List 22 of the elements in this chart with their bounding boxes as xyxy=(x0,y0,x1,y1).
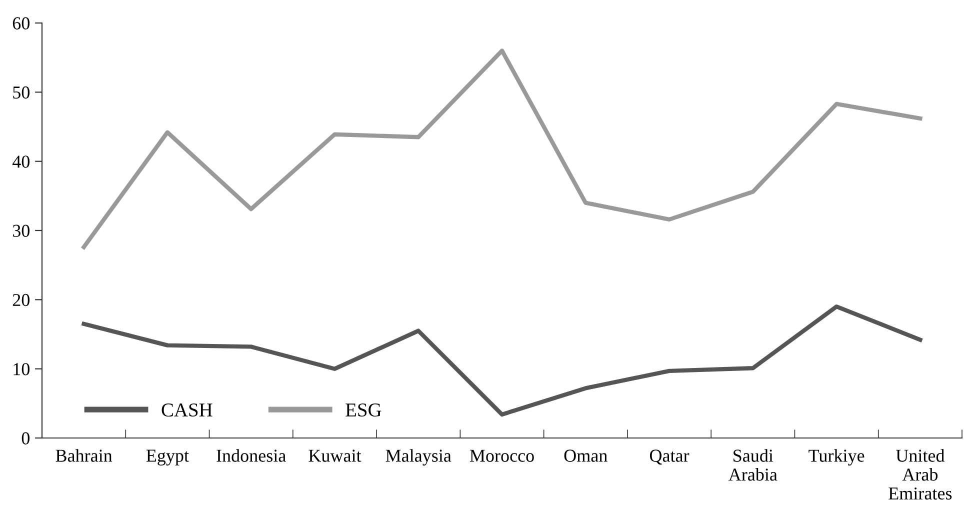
y-tick-label: 50 xyxy=(13,86,30,99)
x-tick-label: United Arab Emirates xyxy=(888,449,952,500)
y-tick-label: 20 xyxy=(12,294,30,306)
x-tick-label: Bahrain xyxy=(56,449,112,462)
line-series xyxy=(82,304,922,417)
x-tick-label: Turkiye xyxy=(808,449,864,466)
x-tick-label: Egypt xyxy=(146,450,189,466)
legend-label: CASH xyxy=(162,403,212,417)
x-tick-label: Saudi Arabia xyxy=(728,449,778,481)
legend-label: ESG xyxy=(346,403,382,417)
x-tick-label: Morocco xyxy=(470,450,534,462)
y-tick-label: 30 xyxy=(13,224,30,237)
y-tick-label: 0 xyxy=(22,432,30,444)
y-tick-label: 60 xyxy=(12,17,30,30)
x-tick-label: Kuwait xyxy=(308,450,362,462)
y-tick-label: 10 xyxy=(14,363,30,376)
x-tick-label: Qatar xyxy=(650,450,690,465)
x-tick-label: Oman xyxy=(564,450,608,462)
x-tick-label: Malaysia xyxy=(386,449,452,466)
line-series xyxy=(82,48,922,250)
y-tick-label: 40 xyxy=(12,156,30,168)
x-tick-label: Indonesia xyxy=(216,449,286,462)
